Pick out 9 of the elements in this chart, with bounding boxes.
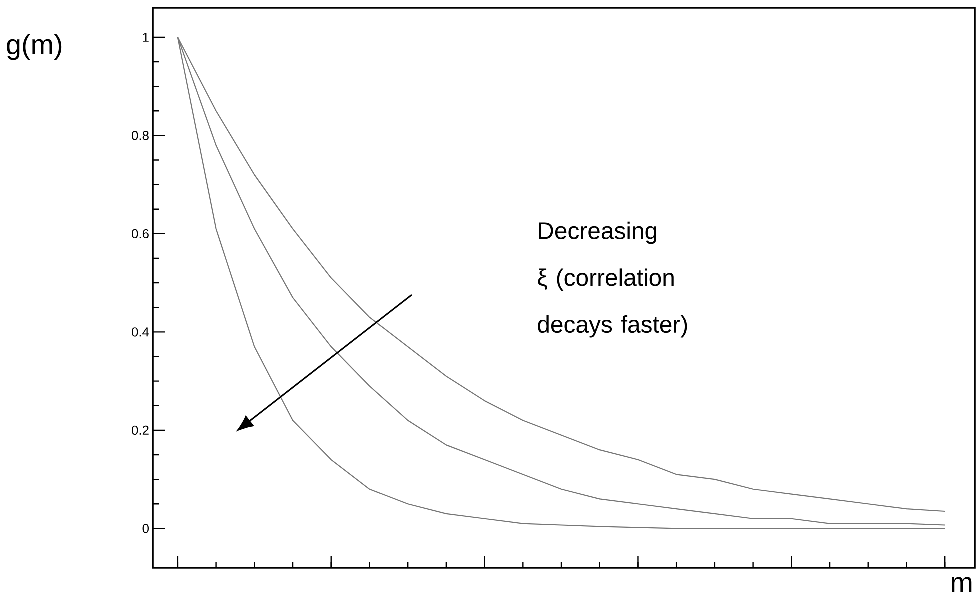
y-tick-label: 0.4 <box>132 328 150 337</box>
y-tick-label: 0 <box>142 524 149 534</box>
y-tick-label: 0.2 <box>132 426 149 436</box>
x-axis-title: m <box>952 577 972 592</box>
y-tick-label: 0.6 <box>132 229 149 239</box>
y-axis-title: g(m) <box>7 34 62 60</box>
y-tick-label: 1 <box>143 33 149 42</box>
y-tick-label: 0.8 <box>132 131 149 140</box>
annotation: Decreasing ξ (correlation decays faster) <box>538 222 688 338</box>
